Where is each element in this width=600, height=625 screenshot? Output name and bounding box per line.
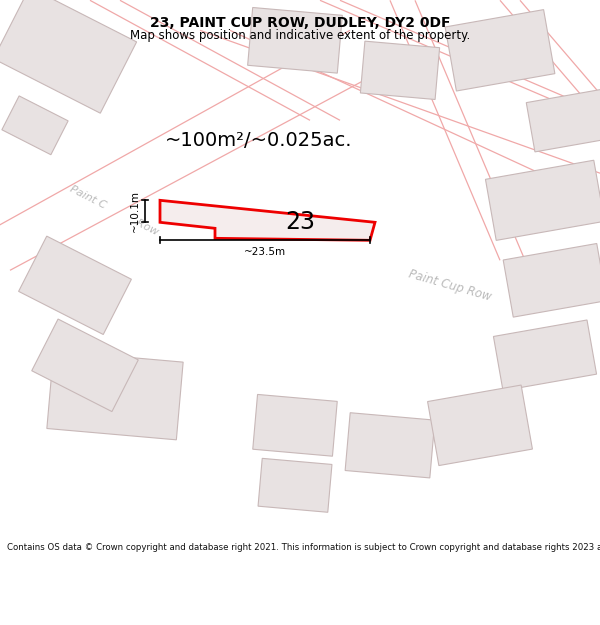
Polygon shape <box>445 9 555 91</box>
Polygon shape <box>428 385 532 466</box>
Text: Contains OS data © Crown copyright and database right 2021. This information is : Contains OS data © Crown copyright and d… <box>7 543 600 552</box>
Polygon shape <box>253 394 337 456</box>
Text: ~10.1m: ~10.1m <box>130 190 140 232</box>
Polygon shape <box>258 458 332 512</box>
Text: Map shows position and indicative extent of the property.: Map shows position and indicative extent… <box>130 29 470 42</box>
Text: 23, PAINT CUP ROW, DUDLEY, DY2 0DF: 23, PAINT CUP ROW, DUDLEY, DY2 0DF <box>150 16 450 29</box>
Polygon shape <box>493 320 596 391</box>
Polygon shape <box>503 244 600 317</box>
Polygon shape <box>160 200 375 240</box>
Text: ~100m²/~0.025ac.: ~100m²/~0.025ac. <box>165 131 353 150</box>
Polygon shape <box>485 160 600 241</box>
Polygon shape <box>526 89 600 152</box>
Text: 23: 23 <box>285 210 315 234</box>
Text: Paint Cup Row: Paint Cup Row <box>407 268 493 303</box>
Polygon shape <box>248 8 343 73</box>
Polygon shape <box>32 319 138 412</box>
Text: ~23.5m: ~23.5m <box>244 248 286 258</box>
Polygon shape <box>361 41 440 99</box>
Polygon shape <box>19 236 131 334</box>
Polygon shape <box>345 412 435 478</box>
Polygon shape <box>47 351 183 440</box>
Polygon shape <box>0 0 137 113</box>
Polygon shape <box>2 96 68 155</box>
Text: Paint C          Row: Paint C Row <box>68 184 160 237</box>
